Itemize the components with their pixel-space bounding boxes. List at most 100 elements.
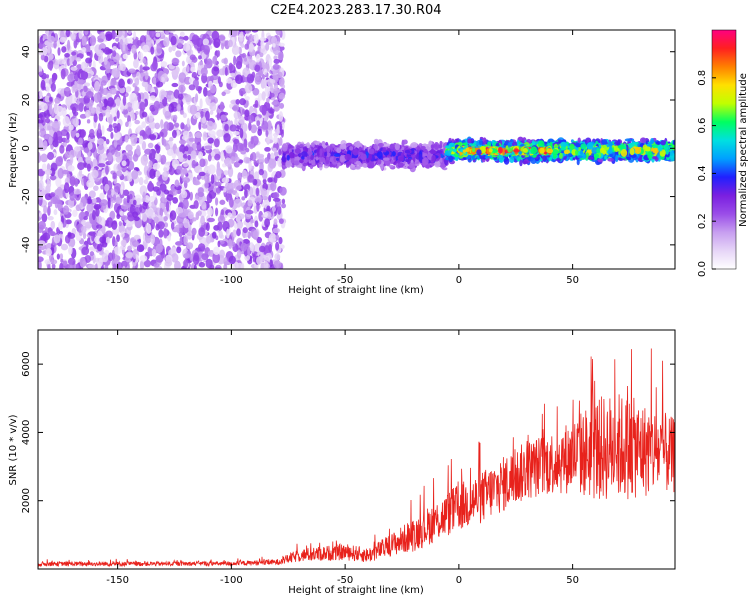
- heat-cell: [155, 243, 164, 253]
- heat-cell: [229, 124, 237, 132]
- heat-cell: [51, 74, 56, 84]
- heat-cell: [89, 35, 97, 46]
- heat-cell: [273, 55, 278, 60]
- heat-cell: [235, 185, 242, 191]
- heat-cell: [256, 236, 263, 244]
- heat-cell: [137, 92, 142, 103]
- heat-cell: [97, 122, 101, 134]
- heat-cell: [244, 188, 248, 199]
- heat-cell: [244, 30, 250, 34]
- heat-cell: [216, 129, 225, 138]
- heat-cell: [156, 42, 163, 54]
- heat-cell: [48, 53, 54, 60]
- heat-cell: [85, 91, 94, 99]
- heat-cell: [236, 55, 243, 66]
- heat-cell: [59, 262, 64, 269]
- heat-cell: [219, 101, 225, 112]
- heat-cell: [263, 78, 267, 89]
- heat-cell: [84, 147, 90, 154]
- heat-cell: [253, 33, 259, 44]
- heat-cell: [224, 123, 229, 132]
- heat-cell: [233, 138, 240, 144]
- heat-cell: [122, 42, 126, 52]
- heat-cell: [344, 153, 352, 161]
- heat-cell: [94, 80, 101, 92]
- heat-cell: [178, 231, 183, 238]
- heat-cell: [128, 68, 136, 73]
- heat-cell: [148, 153, 153, 161]
- heat-cell: [115, 156, 123, 163]
- heat-cell: [160, 154, 167, 165]
- heat-cell: [189, 54, 196, 61]
- heat-cell: [100, 184, 104, 190]
- heat-cell: [195, 194, 199, 200]
- heat-cell: [232, 131, 240, 136]
- heat-cell: [278, 78, 285, 86]
- heat-cell: [188, 137, 196, 142]
- heat-cell: [168, 103, 175, 113]
- heat-cell: [69, 176, 76, 187]
- heat-cell: [223, 57, 228, 65]
- heat-cell: [210, 174, 215, 185]
- heat-cell: [278, 92, 286, 100]
- heat-cell: [197, 86, 202, 94]
- heat-cell: [54, 97, 61, 104]
- heat-cell: [183, 43, 191, 52]
- heat-cell: [125, 86, 132, 93]
- heat-cell: [116, 110, 120, 119]
- heat-cell: [183, 253, 190, 259]
- heat-cell: [339, 154, 344, 163]
- heat-cell: [144, 84, 153, 92]
- heat-cell: [54, 136, 59, 146]
- heat-cell: [97, 144, 105, 155]
- heat-cell: [45, 248, 52, 257]
- heat-cell: [141, 212, 148, 222]
- heat-cell: [433, 141, 440, 150]
- heat-cell: [67, 165, 75, 172]
- heat-cell: [131, 44, 137, 54]
- heat-cell: [220, 209, 225, 216]
- heat-cell: [187, 154, 191, 161]
- heat-cell: [147, 142, 154, 149]
- heat-cell: [136, 144, 141, 156]
- heat-cell: [150, 63, 158, 72]
- heat-cell: [191, 34, 200, 45]
- heat-cell: [127, 245, 132, 252]
- heat-cell: [234, 156, 240, 162]
- heat-cell: [103, 47, 111, 55]
- heat-cell: [148, 180, 153, 191]
- heat-cell: [134, 77, 140, 86]
- heat-cell: [207, 164, 216, 175]
- heat-cell: [144, 148, 152, 155]
- heat-cell: [53, 40, 57, 49]
- heat-cell: [192, 254, 200, 265]
- heat-cell: [106, 152, 113, 162]
- heat-cell: [153, 263, 160, 268]
- heat-cell: [133, 234, 141, 240]
- heat-cell: [63, 87, 71, 92]
- heat-cell: [190, 150, 197, 160]
- heat-cell: [244, 43, 250, 50]
- heat-cell: [232, 229, 237, 238]
- heat-cell: [67, 73, 75, 83]
- heat-cell: [192, 217, 197, 222]
- heat-cell: [109, 87, 117, 95]
- heat-cell: [377, 158, 382, 165]
- heat-cell: [87, 196, 92, 204]
- heat-cell: [97, 138, 105, 146]
- heat-cell: [111, 228, 120, 235]
- heat-cell: [245, 209, 254, 215]
- heat-cell: [199, 158, 206, 168]
- heat-cell: [249, 242, 254, 252]
- heat-cell: [120, 184, 124, 195]
- heat-cell: [42, 34, 48, 40]
- heat-cell: [195, 93, 199, 103]
- heat-cell: [107, 197, 111, 209]
- heat-cell: [263, 261, 269, 269]
- heat-cell: [68, 246, 73, 255]
- heat-cell: [85, 156, 92, 164]
- heat-cell: [122, 53, 129, 60]
- heat-cell: [228, 62, 233, 72]
- heat-cell: [125, 121, 129, 127]
- heat-cell: [96, 224, 103, 229]
